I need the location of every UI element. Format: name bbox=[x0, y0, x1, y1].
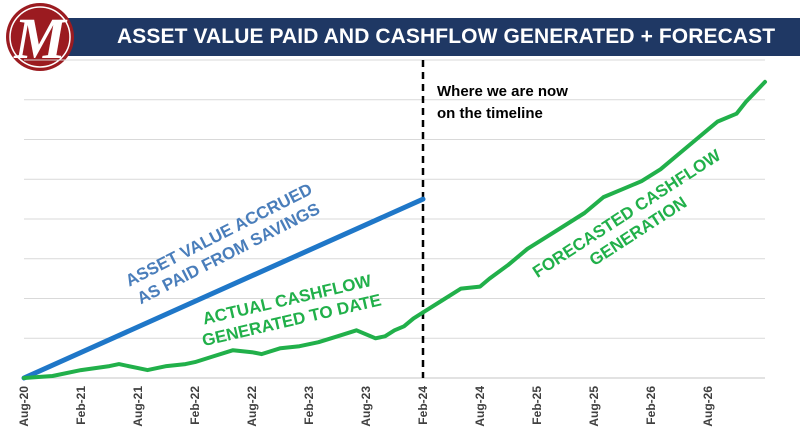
asset-label-line-1: ASSET VALUE ACCRUED bbox=[122, 180, 315, 291]
series-line-forecast-cashflow bbox=[421, 79, 767, 315]
x-tick-label: Aug-23 bbox=[359, 386, 373, 427]
x-tick-label: Feb-25 bbox=[530, 386, 544, 425]
x-tick-label: Aug-21 bbox=[131, 386, 145, 427]
x-axis-ticks: Aug-20 Feb-21 Aug-21 Feb-22 Aug-22 Feb-23 Aug-… bbox=[17, 386, 715, 427]
x-tick-label: Aug-25 bbox=[587, 386, 601, 427]
gridlines bbox=[24, 59, 765, 339]
x-tick-label: Feb-22 bbox=[188, 386, 202, 425]
divider-label-line-1: Where we are now bbox=[437, 83, 568, 100]
x-tick-label: Feb-23 bbox=[302, 386, 316, 425]
x-tick-label: Aug-22 bbox=[245, 386, 259, 427]
x-tick-label: Aug-26 bbox=[701, 386, 715, 427]
x-tick-label: Feb-26 bbox=[644, 386, 658, 425]
x-tick-label: Feb-24 bbox=[416, 386, 430, 425]
chart-title: ASSET VALUE PAID AND CASHFLOW GENERATED … bbox=[117, 25, 776, 48]
x-tick-label: Aug-24 bbox=[473, 386, 487, 427]
chart-header: ASSET VALUE PAID AND CASHFLOW GENERATED … bbox=[0, 0, 800, 72]
series-line-asset bbox=[21, 196, 426, 381]
series-line-actual-cashflow bbox=[22, 310, 425, 380]
forecast-series-label: FORECASTED CASHFLOW GENERATION bbox=[529, 145, 725, 281]
x-tick-label: Aug-20 bbox=[17, 386, 31, 427]
company-logo: M bbox=[6, 3, 74, 71]
forecast-label-line-1: FORECASTED CASHFLOW bbox=[529, 145, 725, 281]
x-tick-label: Feb-21 bbox=[74, 386, 88, 425]
divider-label-line-2: on the timeline bbox=[437, 105, 543, 122]
title-bar: ASSET VALUE PAID AND CASHFLOW GENERATED … bbox=[55, 18, 800, 56]
